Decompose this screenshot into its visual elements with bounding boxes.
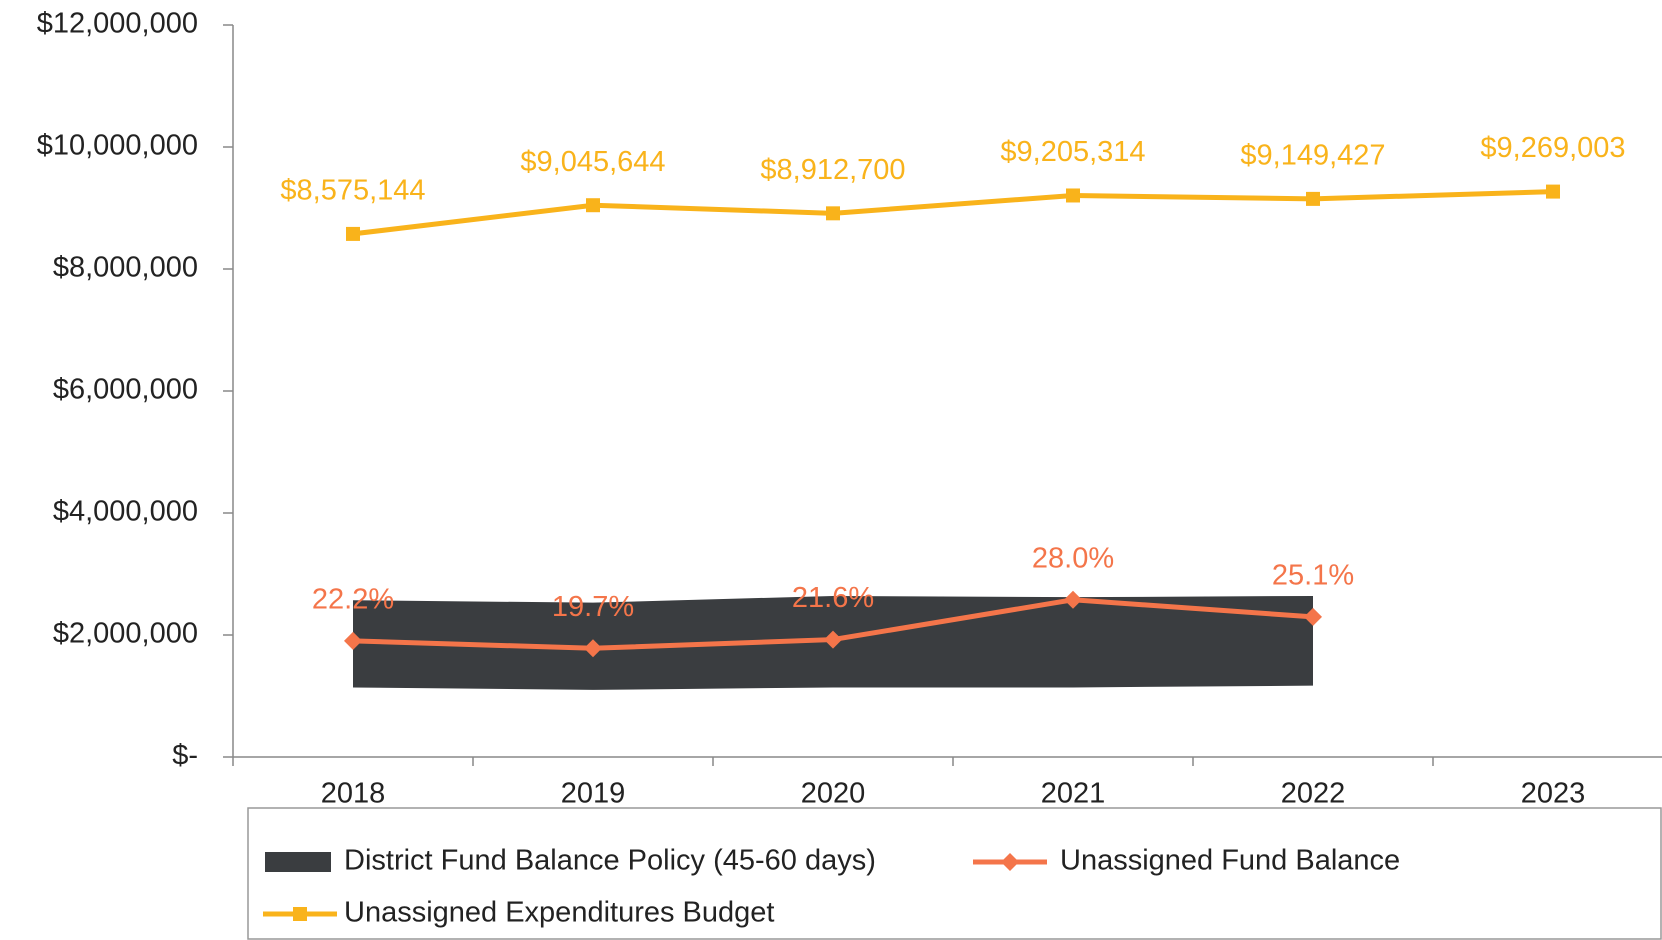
square-marker — [346, 226, 360, 241]
square-marker — [586, 198, 600, 213]
diamond-marker — [1304, 607, 1322, 626]
y-tick-label: $6,000,000 — [53, 374, 198, 406]
diamond-marker — [1064, 590, 1082, 609]
diamond-marker — [824, 630, 842, 649]
data-label: $9,149,427 — [1240, 140, 1385, 172]
data-label: $8,912,700 — [760, 154, 905, 186]
y-tick-label: $2,000,000 — [53, 618, 198, 650]
x-tick-label: 2021 — [1041, 778, 1106, 810]
square-marker — [826, 206, 840, 221]
square-marker — [1546, 184, 1560, 199]
x-tick-label: 2023 — [1521, 778, 1586, 810]
legend-box — [247, 807, 1662, 940]
data-label: 28.0% — [1032, 542, 1114, 574]
y-tick-label: $12,000,000 — [37, 8, 198, 40]
x-tick-label: 2018 — [321, 778, 386, 810]
y-tick-label: $10,000,000 — [37, 130, 198, 162]
diamond-marker — [584, 639, 602, 658]
square-marker — [1066, 188, 1080, 203]
y-tick-label: $4,000,000 — [53, 496, 198, 528]
legend-label: Unassigned Expenditures Budget — [344, 897, 774, 929]
legend-label: Unassigned Fund Balance — [1060, 845, 1400, 877]
series-line — [352, 189, 1554, 237]
data-label: 22.2% — [312, 584, 394, 616]
square-marker — [1306, 191, 1320, 206]
data-label: 19.7% — [552, 591, 634, 623]
data-label: $8,575,144 — [280, 175, 425, 207]
x-tick-label: 2020 — [801, 778, 866, 810]
legend-marker — [293, 907, 307, 921]
legend-label: District Fund Balance Policy (45-60 days… — [344, 845, 876, 877]
y-tick-label: $8,000,000 — [53, 252, 198, 284]
diamond-marker — [344, 631, 362, 650]
data-label: $9,045,644 — [520, 146, 665, 178]
x-tick-label: 2019 — [561, 778, 626, 810]
legend-swatch — [265, 852, 331, 872]
data-label: 21.6% — [792, 582, 874, 614]
legend-marker — [1001, 853, 1019, 871]
data-label: $9,205,314 — [1000, 136, 1145, 168]
y-tick-label: $- — [172, 740, 198, 772]
data-label: $9,269,003 — [1480, 132, 1625, 164]
x-tick-label: 2022 — [1281, 778, 1346, 810]
data-label: 25.1% — [1272, 560, 1354, 592]
